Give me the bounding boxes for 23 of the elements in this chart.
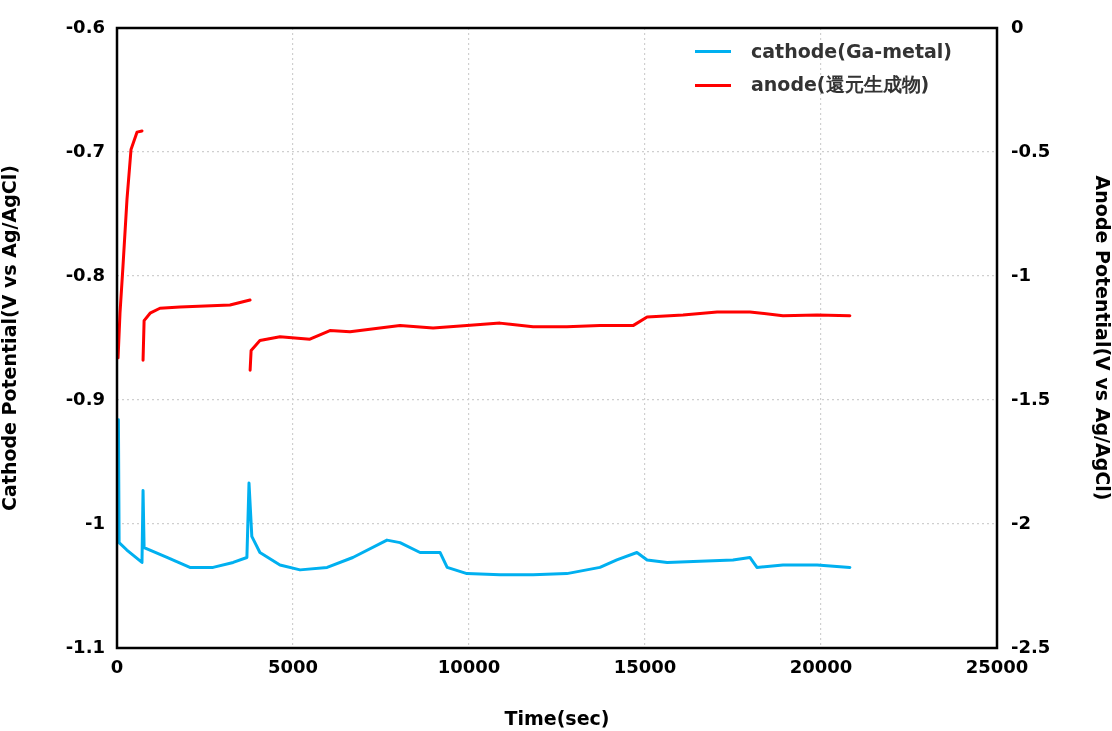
y2-tick-label: 0 (1011, 15, 1024, 37)
y2-tick-label: -0.5 (1011, 139, 1051, 161)
y2-tick-label: -2.5 (1011, 635, 1051, 657)
legend-label: cathode(Ga-metal) (750, 40, 952, 62)
x-axis-title: Time(sec) (504, 706, 610, 729)
y2-axis-title: Anode Potential(V vs Ag/AgCl) (1091, 175, 1112, 501)
y-axis-title: Cathode Potential(V vs Ag/AgCl) (0, 165, 21, 511)
y-tick-label: -0.9 (65, 387, 105, 409)
x-tick-label: 25000 (965, 656, 1029, 678)
x-tick-label: 15000 (613, 656, 677, 678)
y-tick-label: -1.1 (65, 635, 105, 657)
y-tick-label: -0.8 (65, 263, 105, 285)
y2-tick-label: -1.5 (1011, 387, 1051, 409)
x-tick-label: 10000 (437, 656, 501, 678)
y-tick-label: -0.6 (65, 15, 105, 37)
y-tick-label: -1 (85, 511, 105, 533)
y2-tick-label: -1 (1011, 263, 1031, 285)
legend-label: anode(還元生成物) (750, 72, 930, 97)
y-tick-label: -0.7 (65, 139, 105, 161)
x-tick-label: 5000 (267, 656, 319, 678)
y2-tick-label: -2 (1011, 511, 1031, 533)
x-tick-label: 0 (110, 656, 124, 678)
x-tick-label: 20000 (789, 656, 853, 678)
